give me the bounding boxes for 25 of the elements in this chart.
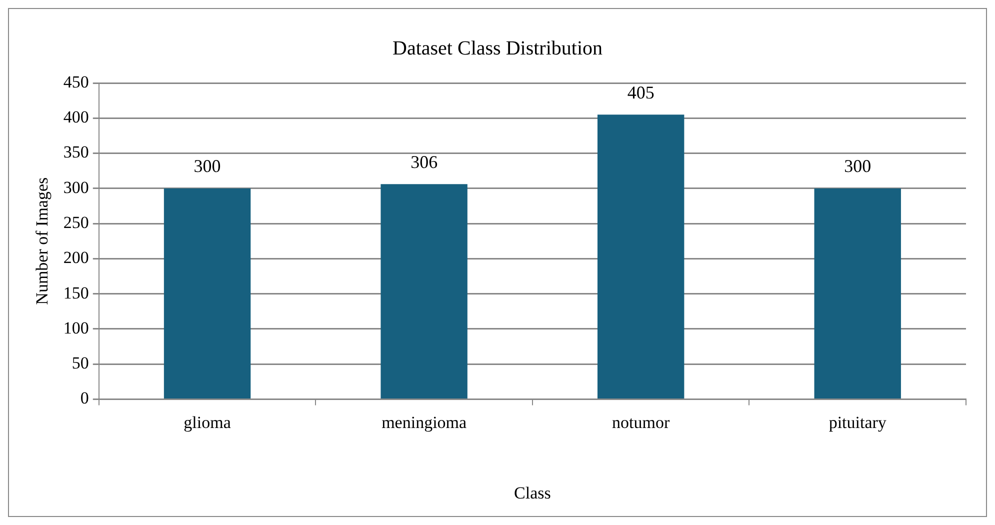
y-tick-label: 0 [80,388,89,408]
bar [814,188,901,398]
x-tick-label: notumor [612,412,670,432]
y-axis-title: Number of Images [32,177,52,305]
x-axis-title: Class [514,483,551,502]
y-tick-label: 350 [63,142,89,162]
data-label: 405 [627,82,654,102]
y-tick-label: 100 [63,318,89,338]
y-tick-label: 300 [63,178,89,197]
data-label: 306 [410,152,438,172]
data-label: 300 [194,156,221,176]
x-tick-label: meningioma [382,412,468,432]
bar [164,188,251,398]
y-tick-label: 150 [63,283,89,302]
x-tick-label: glioma [184,412,232,432]
y-tick-label: 200 [63,248,89,268]
bar [597,114,684,398]
bar [380,184,468,398]
x-tick-label: pituitary [828,412,887,432]
y-tick-label: 450 [63,72,89,92]
y-tick-label: 50 [72,354,89,373]
y-tick-label: 400 [63,108,89,127]
data-label: 300 [844,156,872,176]
chart-title: Dataset Class Distribution [392,37,602,60]
y-tick-label: 250 [63,213,89,232]
